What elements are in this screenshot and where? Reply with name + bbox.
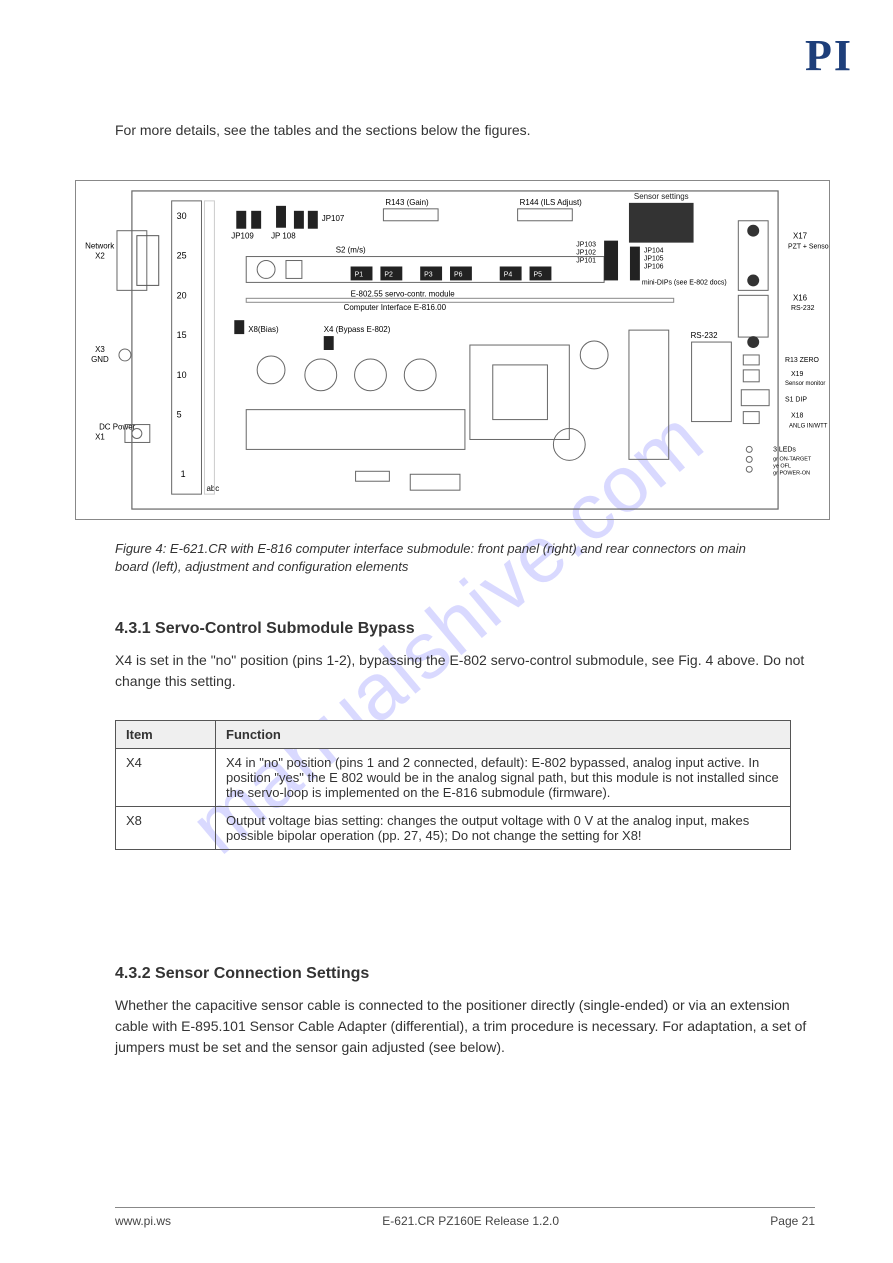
jp104: JP104 [644,248,664,255]
section-heading-sensor: 4.3.2 Sensor Connection Settings [115,965,369,983]
jumper-table: Item Function X4 X4 in "no" position (pi… [115,720,791,850]
fig-caption-prefix: Figure 4: [115,541,170,556]
label-x2: X2 [95,252,105,261]
label-x8: X8(Bias) [248,325,279,334]
cell-item: X4 [116,749,216,807]
cell-func: X4 in "no" position (pins 1 and 2 connec… [216,749,791,807]
fig-caption-text: E-621.CR with E-816 computer interface s… [115,541,746,574]
mini-dips: mini-DIPs (see E-802 docs) [642,279,727,286]
label-r143: R143 (Gain) [385,198,429,207]
label-x3: X3 [95,345,105,354]
section-body-bypass: X4 is set in the "no" position (pins 1-2… [115,650,815,692]
label-anlg: ANLG IN/WTT [789,424,828,430]
footer-left: www.pi.ws [115,1214,171,1228]
footer-right: Page 21 [770,1214,815,1228]
label-abc: abc [206,484,219,493]
scale-25: 25 [177,251,187,261]
label-r144: R144 (ILS Adjust) [520,198,583,207]
label-x19: X19 [791,371,803,378]
jp101: JP101 [576,258,596,265]
p2: P2 [384,271,393,278]
table-row: X8 Output voltage bias setting: changes … [116,807,791,850]
section-body-sensor: Whether the capacitive sensor cable is c… [115,995,815,1058]
led3: gr POWER-ON [773,470,810,476]
label-r13: R13 ZERO [785,357,820,364]
logo: PI [805,30,853,81]
label-rs232: RS-232 [691,331,718,340]
scale-10: 10 [177,370,187,380]
label-x17: X17 [793,232,808,241]
p5: P5 [534,271,543,278]
label-network: Network [85,242,114,251]
scale-20: 20 [177,290,187,300]
label-sensormon: Sensor monitor [785,381,825,387]
label-x18: X18 [791,413,803,420]
scale-1: 1 [181,469,186,479]
page-footer: www.pi.ws E-621.CR PZ160E Release 1.2.0 … [115,1207,815,1228]
col-item: Item [116,721,216,749]
label-jp107: JP107 [322,214,345,223]
jp103: JP103 [576,242,596,249]
p6: P6 [454,271,463,278]
led2: ye OFL [773,463,791,469]
led1: gr ON-TARGET [773,456,812,462]
label-e816: Computer Interface E-816.00 [344,303,447,312]
section-heading-bypass: 4.3.1 Servo-Control Submodule Bypass [115,620,415,638]
col-function: Function [216,721,791,749]
scale-30: 30 [177,211,187,221]
cell-item: X8 [116,807,216,850]
scale-5: 5 [177,410,182,420]
label-x1: X1 [95,432,105,441]
footer-center: E-621.CR PZ160E Release 1.2.0 [382,1214,559,1228]
figure-board-diagram: Network X2 X3 GND DC Power X1 30 25 20 1… [75,180,830,520]
table-header-row: Item Function [116,721,791,749]
scale-15: 15 [177,330,187,340]
intro-text: For more details, see the tables and the… [115,120,815,141]
jp102: JP102 [576,250,596,257]
label-x4: X4 (Bypass E-802) [324,325,391,334]
label-e802: E-802.55 servo-contr. module [351,289,456,298]
jp106: JP106 [644,263,664,270]
label-x16: X16 [793,293,808,302]
p1: P1 [355,271,364,278]
p3: P3 [424,271,433,278]
label-s1: S1 DIP [785,397,807,404]
label-gnd: GND [91,355,109,364]
p4: P4 [504,271,513,278]
label-dcpower: DC Power [99,423,136,432]
label-3leds: 3 LEDs [773,446,796,453]
cell-func: Output voltage bias setting: changes the… [216,807,791,850]
label-x17b: PZT + Sensor [788,244,829,251]
label-jp108: JP 108 [271,232,296,241]
figure-caption: Figure 4: E-621.CR with E-816 computer i… [115,540,765,576]
label-x16b: RS-232 [791,305,815,312]
table-row: X4 X4 in "no" position (pins 1 and 2 con… [116,749,791,807]
label-jp109: JP109 [231,232,254,241]
label-s2: S2 (m/s) [336,246,366,255]
label-sensor-settings: Sensor settings [634,192,689,201]
jp105: JP105 [644,256,664,263]
